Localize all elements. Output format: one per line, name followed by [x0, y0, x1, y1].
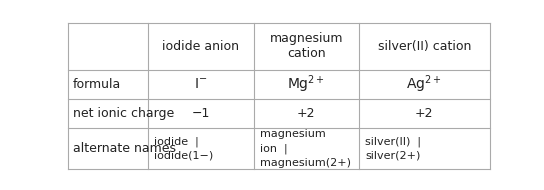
Text: iodide  |
iodide(1−): iodide | iodide(1−) — [154, 136, 214, 161]
Text: iodide anion: iodide anion — [162, 40, 239, 53]
Text: silver(II) cation: silver(II) cation — [378, 40, 471, 53]
Text: alternate names: alternate names — [73, 142, 176, 155]
Text: +2: +2 — [297, 107, 316, 120]
Text: net ionic charge: net ionic charge — [73, 107, 174, 120]
Text: +2: +2 — [415, 107, 434, 120]
Text: formula: formula — [73, 78, 121, 91]
Text: Ag$^{2+}$: Ag$^{2+}$ — [406, 74, 442, 95]
Text: magnesium
ion  |
magnesium(2+): magnesium ion | magnesium(2+) — [260, 129, 351, 168]
Text: −1: −1 — [191, 107, 210, 120]
Text: I$^{-}$: I$^{-}$ — [194, 77, 207, 91]
Text: Mg$^{2+}$: Mg$^{2+}$ — [287, 74, 325, 95]
Text: silver(II)  |
silver(2+): silver(II) | silver(2+) — [365, 136, 421, 161]
Text: magnesium
cation: magnesium cation — [269, 32, 343, 60]
